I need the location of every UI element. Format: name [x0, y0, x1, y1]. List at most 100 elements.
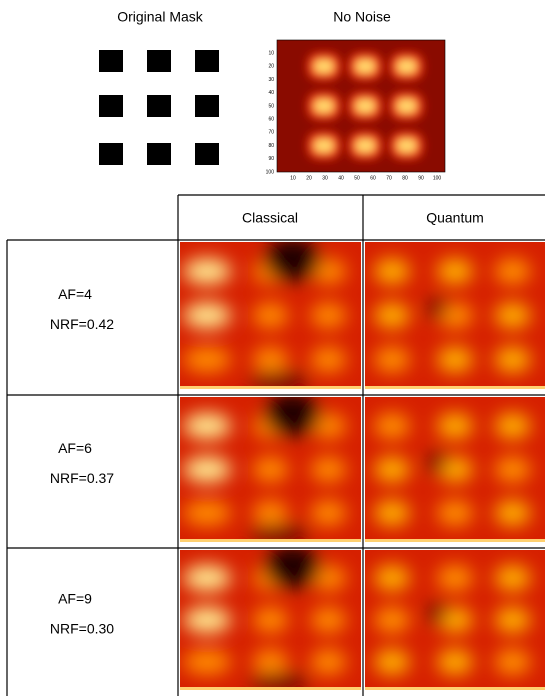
blob	[396, 99, 417, 113]
blob	[374, 607, 410, 633]
blobs	[374, 413, 531, 526]
blob	[494, 565, 531, 591]
blob	[310, 302, 347, 329]
x-tick-label: 60	[370, 175, 376, 181]
blob	[437, 500, 473, 526]
dark	[427, 603, 447, 623]
blob	[494, 649, 531, 675]
mask	[99, 50, 219, 165]
quantum-image	[365, 397, 545, 542]
classical-image	[180, 242, 361, 389]
x-tick-label: 40	[338, 175, 344, 181]
blob	[374, 565, 410, 591]
image-content	[180, 242, 361, 389]
blob	[252, 607, 289, 633]
image-bottom-band	[365, 687, 545, 690]
dark	[264, 242, 321, 282]
y-tick-label: 10	[268, 51, 274, 57]
image-bottom-band	[365, 386, 545, 389]
blobs	[183, 397, 347, 542]
blob	[313, 99, 334, 113]
x-tick-label: 10	[290, 175, 296, 181]
blob	[437, 565, 473, 591]
image-content	[365, 550, 545, 690]
image-bottom-band	[180, 687, 361, 690]
classical-image	[180, 550, 361, 690]
blob	[183, 456, 232, 483]
blob	[252, 500, 289, 526]
x-tick-label: 30	[322, 175, 328, 181]
image-content	[365, 242, 545, 389]
dark	[249, 524, 310, 542]
blob	[252, 302, 289, 329]
blob	[494, 456, 531, 483]
nrf-label: NRF=0.30	[50, 621, 114, 637]
blob	[183, 258, 232, 285]
y-tick-label: 70	[268, 130, 274, 136]
blob	[310, 346, 347, 373]
nrf-label: NRF=0.37	[50, 470, 114, 486]
blob	[355, 99, 376, 113]
blob	[494, 607, 531, 633]
blob	[310, 456, 347, 483]
x-tick-label: 50	[354, 175, 360, 181]
blob	[355, 138, 376, 153]
classical-image	[180, 397, 361, 542]
blob	[494, 258, 531, 285]
mask-title: Original Mask	[117, 9, 204, 25]
image-content	[180, 550, 361, 690]
table-grid	[6, 194, 545, 696]
nrf-label: NRF=0.42	[50, 316, 114, 332]
blob	[494, 500, 531, 526]
blob	[183, 565, 232, 591]
blob	[252, 456, 289, 483]
blob	[374, 258, 410, 285]
blob	[437, 413, 473, 439]
image-content	[180, 397, 361, 542]
blobs	[374, 565, 531, 675]
af-label: AF=9	[58, 591, 92, 607]
blob	[437, 649, 473, 675]
blob	[374, 413, 410, 439]
dark	[427, 452, 447, 473]
blob	[183, 607, 232, 633]
dark	[249, 673, 310, 690]
blob	[183, 346, 232, 373]
image-bottom-band	[180, 386, 361, 389]
af-label: AF=6	[58, 440, 92, 456]
blob	[310, 258, 347, 285]
x-tick-label: 90	[418, 175, 424, 181]
quantum-image	[365, 550, 545, 690]
blob	[313, 138, 334, 153]
blob	[374, 500, 410, 526]
dark	[264, 397, 321, 437]
column-header: Quantum	[426, 210, 484, 226]
y-tick-label: 40	[268, 90, 274, 96]
blob	[374, 302, 410, 329]
blob	[494, 346, 531, 373]
blob	[374, 346, 410, 373]
blob	[183, 413, 232, 439]
image-content	[365, 397, 545, 542]
blob	[355, 59, 376, 74]
y-tick-label: 20	[268, 64, 274, 70]
y-tick-label: 100	[266, 169, 275, 175]
blobs	[374, 258, 531, 373]
blob	[494, 302, 531, 329]
dark	[427, 298, 447, 319]
blob	[310, 649, 347, 675]
blob	[313, 59, 334, 74]
dark	[264, 550, 321, 589]
no-noise-image: 10 20 30 40 50 60 70 80 90 100 10 20 30 40 50 60 70 80 90 1…	[266, 39, 446, 181]
y-tick-label: 90	[268, 156, 274, 162]
dark	[249, 371, 310, 389]
blob	[494, 413, 531, 439]
blob	[396, 59, 417, 74]
blob	[437, 346, 473, 373]
blob	[310, 607, 347, 633]
blob	[374, 456, 410, 483]
blobs	[183, 242, 347, 389]
blob	[183, 649, 232, 675]
